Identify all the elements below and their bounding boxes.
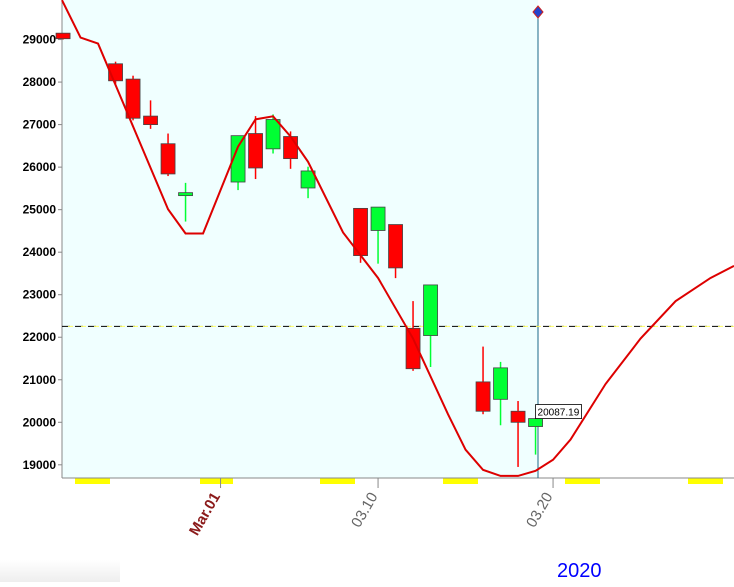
weekend-marker: [200, 478, 233, 484]
candle-body: [405, 327, 421, 370]
x-tick-label: Mar.01: [186, 490, 224, 539]
weekend-markers: [75, 478, 723, 484]
candle-body: [493, 367, 508, 400]
value-label: 20087.19: [538, 408, 580, 419]
x-tick-label: 03.10: [348, 490, 381, 531]
plot-background: [62, 0, 538, 478]
y-tick-label: 26000: [23, 160, 57, 174]
candle-body: [528, 418, 543, 427]
y-tick-label: 20000: [23, 415, 57, 429]
y-tick-label: 21000: [23, 373, 57, 387]
candle-body: [55, 32, 71, 40]
candle-body: [510, 410, 526, 423]
weekend-marker: [688, 478, 723, 484]
candle-body: [265, 119, 281, 150]
candle-body: [370, 206, 386, 231]
y-tick-label: 25000: [23, 203, 57, 217]
candle-body: [125, 78, 141, 119]
candle-body: [160, 143, 176, 175]
candle-body: [230, 135, 246, 183]
year-label: 2020: [557, 560, 602, 582]
candle-body: [388, 224, 403, 269]
weekend-marker: [565, 478, 600, 484]
y-tick-label: 29000: [23, 33, 57, 47]
candle-body: [423, 284, 438, 336]
candle-body: [475, 381, 491, 412]
shade: [0, 560, 120, 582]
candle-body: [248, 133, 263, 169]
cursor-marker: [532, 5, 544, 19]
y-tick-label: 22000: [23, 330, 57, 344]
y-tick-label: 28000: [23, 75, 57, 89]
candle-body: [300, 170, 316, 189]
x-tick-label: 03.20: [523, 490, 556, 531]
weekend-marker: [320, 478, 355, 484]
y-tick-label: 27000: [23, 118, 57, 132]
candle-body: [178, 192, 193, 197]
value-label-box: [535, 404, 582, 419]
y-tick-label: 19000: [23, 458, 57, 472]
trend-line: [61, 0, 734, 477]
candle-body: [143, 115, 158, 126]
weekend-marker: [443, 478, 478, 484]
y-tick-label: 24000: [23, 245, 57, 259]
y-tick-label: 23000: [23, 288, 57, 302]
candle-body: [283, 136, 298, 160]
weekend-marker: [75, 478, 110, 484]
